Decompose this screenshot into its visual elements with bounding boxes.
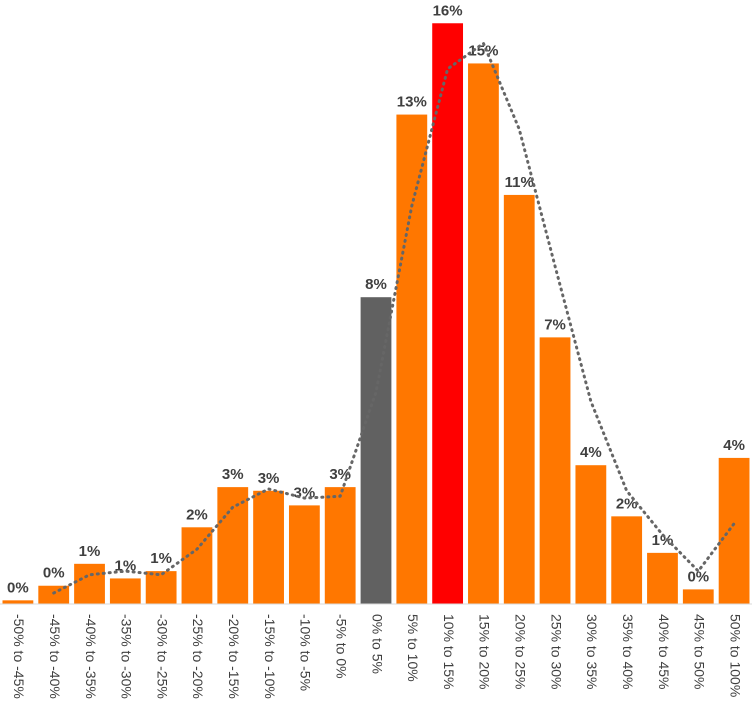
- bar: [396, 114, 428, 604]
- value-label: 1%: [114, 557, 136, 574]
- x-tick-label: -40% to -35%: [83, 614, 99, 699]
- value-label: 0%: [7, 579, 29, 596]
- value-label: 16%: [433, 2, 463, 19]
- bar: [74, 563, 105, 604]
- x-tick-label: 40% to 45%: [656, 614, 672, 690]
- value-label: 15%: [468, 42, 498, 59]
- x-tick-label: 50% to 100%: [727, 614, 743, 697]
- bar: [539, 337, 571, 604]
- x-tick-label: -25% to -20%: [190, 614, 206, 699]
- x-tick-label: 15% to 20%: [477, 614, 493, 690]
- bar: [468, 63, 499, 604]
- value-label: 4%: [580, 444, 602, 461]
- x-tick-label: -30% to -25%: [154, 614, 170, 699]
- value-label: 3%: [258, 470, 280, 487]
- value-label: 13%: [397, 94, 427, 111]
- bar: [2, 600, 34, 604]
- value-label: 1%: [79, 543, 101, 560]
- value-label: 8%: [365, 276, 387, 293]
- bar: [611, 516, 643, 604]
- value-label: 0%: [687, 568, 709, 585]
- x-tick-label: -15% to -10%: [262, 614, 278, 699]
- x-tick-label: 10% to 15%: [441, 614, 457, 690]
- bar: [503, 194, 535, 605]
- value-label: 2%: [186, 506, 208, 523]
- value-label: 7%: [544, 316, 566, 333]
- x-tick-label: -20% to -15%: [226, 614, 242, 699]
- trendline: [52, 41, 736, 595]
- bar: [360, 297, 392, 604]
- value-label: 0%: [43, 565, 65, 582]
- value-label: 11%: [505, 174, 534, 191]
- bar: [181, 527, 213, 604]
- x-tick-label: 0% to 5%: [369, 614, 385, 674]
- bar: [217, 487, 249, 604]
- bar: [109, 578, 141, 604]
- bar: [145, 571, 177, 604]
- x-tick-label: 5% to 10%: [405, 614, 421, 682]
- x-tick-label: -45% to -40%: [47, 614, 63, 699]
- x-tick-label: 25% to 30%: [548, 614, 564, 690]
- bar: [253, 490, 284, 604]
- bar: [718, 457, 750, 604]
- x-tick-label: 20% to 25%: [513, 614, 529, 690]
- x-tick-label: 45% to 50%: [692, 614, 708, 690]
- value-label: 4%: [723, 437, 745, 454]
- bar: [682, 589, 714, 604]
- bar: [432, 23, 464, 604]
- x-tick-label: 35% to 40%: [620, 614, 636, 690]
- value-label: 3%: [222, 466, 244, 483]
- x-tick-label: -10% to -5%: [298, 614, 314, 691]
- x-tick-label: -50% to -45%: [11, 614, 27, 699]
- value-label: 1%: [150, 550, 172, 567]
- bar: [575, 465, 607, 604]
- x-tick-label: -35% to -30%: [119, 614, 135, 699]
- bar: [38, 585, 70, 604]
- bar: [288, 505, 320, 604]
- x-tick-label: -5% to 0%: [333, 614, 349, 679]
- bar: [647, 552, 678, 604]
- value-label: 1%: [652, 532, 674, 549]
- x-tick-label: 30% to 35%: [584, 614, 600, 690]
- bar: [324, 487, 356, 604]
